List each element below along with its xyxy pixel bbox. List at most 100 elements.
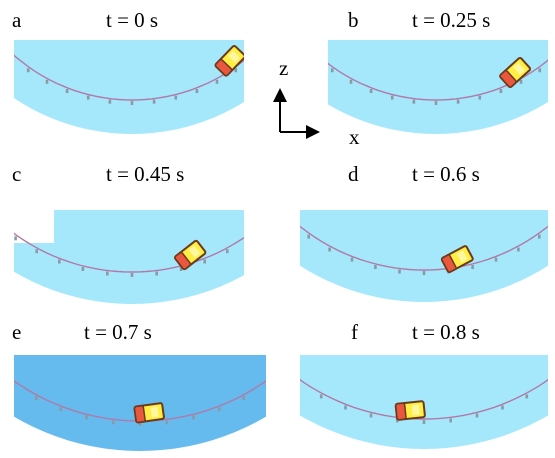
track-post bbox=[195, 89, 199, 93]
track-post bbox=[350, 257, 354, 262]
track-line bbox=[300, 378, 548, 420]
car-rear bbox=[394, 402, 407, 421]
x-arrowhead-icon bbox=[306, 125, 320, 139]
track-post bbox=[242, 396, 246, 401]
track-post bbox=[328, 247, 331, 252]
track-post bbox=[538, 234, 541, 239]
track-post bbox=[165, 420, 169, 425]
track-post bbox=[45, 79, 49, 84]
track-post bbox=[59, 407, 63, 412]
track-post bbox=[58, 259, 61, 264]
panel-c-time: t = 0.45 s bbox=[106, 162, 185, 186]
track-post bbox=[138, 422, 142, 426]
track-post bbox=[456, 99, 460, 104]
track-post bbox=[35, 249, 38, 254]
car-window bbox=[227, 50, 241, 63]
panel-e-time: t = 0.7 s bbox=[84, 320, 152, 344]
car-window bbox=[411, 404, 420, 416]
track-post bbox=[434, 101, 438, 105]
track-post bbox=[390, 95, 394, 100]
car-rear bbox=[174, 251, 192, 270]
track-post bbox=[34, 396, 38, 401]
track-post bbox=[203, 259, 206, 264]
track-post bbox=[86, 95, 90, 100]
track-post bbox=[307, 234, 310, 239]
track-post bbox=[215, 79, 219, 84]
panel-b-time: t = 0.25 s bbox=[412, 8, 491, 32]
track-post bbox=[130, 273, 134, 277]
track-post bbox=[478, 95, 482, 100]
panel-f-scene bbox=[300, 355, 548, 449]
panel-a-scene bbox=[14, 40, 244, 134]
panel-c-scene bbox=[14, 210, 244, 304]
car-rear bbox=[499, 69, 517, 88]
track-line bbox=[300, 225, 548, 271]
car-icon bbox=[440, 245, 474, 274]
track-post bbox=[265, 382, 266, 386]
track-post bbox=[319, 394, 323, 399]
track-post bbox=[217, 407, 221, 412]
track-post bbox=[111, 420, 115, 425]
track-post bbox=[155, 271, 158, 276]
track-post bbox=[374, 265, 377, 269]
car-window bbox=[188, 245, 201, 258]
track-post bbox=[234, 68, 238, 73]
track-post bbox=[412, 99, 416, 104]
car-window bbox=[456, 250, 468, 263]
car-icon bbox=[133, 402, 165, 424]
car-icon bbox=[214, 44, 244, 77]
track-post bbox=[14, 382, 15, 386]
track-post bbox=[344, 405, 347, 410]
track-post bbox=[179, 267, 183, 271]
pool-surface bbox=[14, 40, 244, 134]
track-line bbox=[14, 54, 244, 101]
car-icon bbox=[499, 57, 532, 88]
track-post bbox=[152, 99, 156, 104]
track-post bbox=[525, 394, 529, 399]
pool-surface bbox=[14, 355, 266, 451]
track-post bbox=[14, 236, 17, 241]
track-post bbox=[475, 413, 479, 418]
z-axis-label: z bbox=[279, 56, 289, 80]
panel-e-letter: e bbox=[12, 320, 22, 344]
axes-indicator bbox=[264, 52, 334, 157]
track-post bbox=[192, 415, 195, 420]
track-post bbox=[26, 68, 30, 73]
car-window bbox=[150, 406, 159, 418]
pool-surface bbox=[14, 210, 244, 304]
panel-d-scene bbox=[300, 210, 548, 302]
track-post bbox=[398, 269, 401, 274]
panel-b-scene bbox=[328, 40, 548, 134]
panel-f-letter: f bbox=[351, 320, 358, 344]
track-line bbox=[328, 59, 548, 101]
track-post bbox=[81, 267, 85, 271]
track-post bbox=[422, 271, 426, 275]
track-post bbox=[349, 79, 353, 84]
panel-b-letter: b bbox=[348, 8, 359, 32]
car-rear bbox=[133, 405, 146, 424]
track-post bbox=[499, 89, 503, 93]
track-post bbox=[517, 247, 520, 252]
track-post bbox=[519, 79, 523, 84]
track-post bbox=[226, 249, 229, 254]
axes-arrows bbox=[273, 88, 320, 139]
car-window bbox=[513, 62, 526, 75]
panel-c-letter: c bbox=[12, 162, 22, 186]
track-post bbox=[501, 405, 504, 410]
track-post bbox=[330, 68, 334, 73]
panel-f-time: t = 0.8 s bbox=[412, 320, 480, 344]
track-post bbox=[494, 257, 498, 262]
track-line bbox=[14, 232, 244, 273]
track-post bbox=[130, 101, 134, 105]
track-post bbox=[449, 418, 452, 423]
track-post bbox=[422, 420, 426, 424]
car-icon bbox=[174, 239, 207, 271]
track-post bbox=[108, 99, 112, 104]
track-post bbox=[471, 265, 474, 269]
car-rear bbox=[441, 254, 457, 273]
track-post bbox=[369, 413, 373, 418]
x-axis-label: x bbox=[349, 125, 360, 149]
track-post bbox=[538, 68, 542, 73]
track-post bbox=[174, 95, 178, 100]
track-post bbox=[369, 89, 373, 93]
